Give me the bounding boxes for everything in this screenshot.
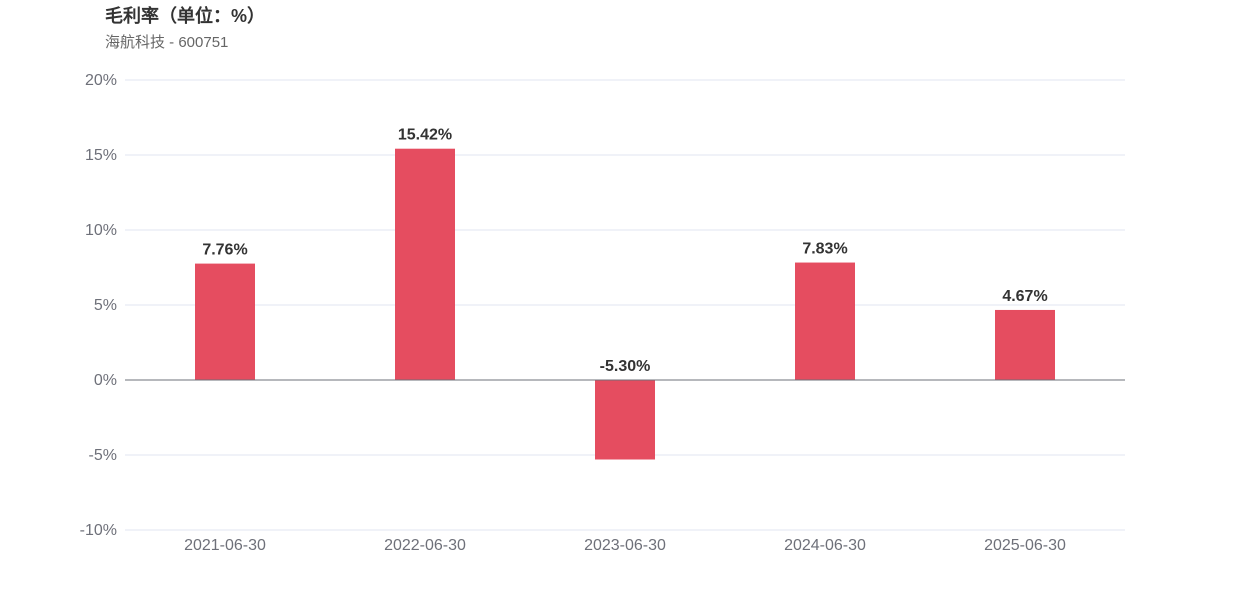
bar [395, 148, 455, 380]
y-axis-ticks: 20% 15% 10% 5% 0% -5% -10% [80, 72, 117, 539]
data-label: 15.42% [398, 127, 452, 144]
x-tick-label: 2023-06-30 [584, 537, 666, 554]
y-tick-label: 0% [94, 372, 117, 389]
data-label: -5.30% [600, 358, 651, 375]
y-tick-label: 20% [85, 72, 117, 89]
data-label: 7.76% [202, 242, 247, 259]
x-tick-label: 2025-06-30 [984, 537, 1066, 554]
chart-title: 毛利率（单位：%） [105, 6, 266, 26]
data-label: 7.83% [802, 241, 847, 258]
y-tick-label: 15% [85, 147, 117, 164]
grid-lines [125, 79, 1125, 531]
data-label: 4.67% [1002, 288, 1047, 305]
bar [795, 262, 855, 380]
bar [995, 309, 1055, 380]
y-tick-label: -5% [89, 447, 117, 464]
x-tick-label: 2024-06-30 [784, 537, 866, 554]
bar [595, 380, 655, 460]
y-tick-label: 10% [85, 222, 117, 239]
data-labels: 7.76% 15.42% -5.30% 7.83% 4.67% [202, 127, 1047, 375]
x-axis-ticks: 2021-06-30 2022-06-30 2023-06-30 2024-06-30… [184, 537, 1066, 554]
x-tick-label: 2022-06-30 [384, 537, 466, 554]
bar [195, 263, 255, 380]
chart-subtitle: 海航科技 - 600751 [105, 34, 229, 51]
x-tick-label: 2021-06-30 [184, 537, 266, 554]
bars [195, 148, 1055, 460]
y-tick-label: 5% [94, 297, 117, 314]
y-tick-label: -10% [80, 522, 117, 539]
